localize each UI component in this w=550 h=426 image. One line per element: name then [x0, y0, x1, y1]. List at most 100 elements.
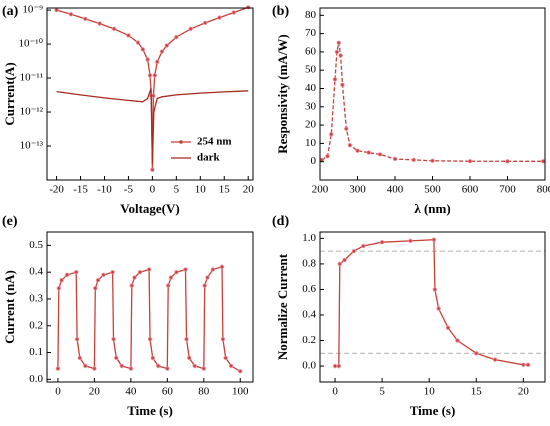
data-point [119, 363, 125, 369]
data-point [473, 350, 479, 356]
data-point [392, 156, 398, 162]
data-point [219, 264, 225, 270]
x-axis-label: Voltage(V) [120, 201, 179, 216]
y-tick-label: 0.5 [29, 239, 43, 251]
data-point [101, 272, 106, 278]
data-point [205, 275, 210, 280]
data-point [377, 151, 383, 157]
legend-marker [179, 140, 183, 144]
data-point [231, 10, 237, 15]
panel-label: (e) [2, 214, 18, 229]
y-axis-label: Current(A) [2, 62, 17, 125]
x-tick-label: 0 [332, 386, 338, 398]
data-point [245, 4, 251, 10]
data-point [237, 368, 243, 374]
data-point [95, 277, 101, 283]
legend-label: dark [197, 152, 221, 164]
data-point [132, 275, 137, 280]
x-tick-label: 600 [462, 184, 479, 196]
series-line [321, 42, 544, 162]
data-point [338, 53, 344, 58]
data-point [54, 7, 59, 13]
data-point [328, 131, 334, 137]
data-point [210, 267, 216, 272]
y-tick-label: 0.1 [29, 346, 43, 358]
x-tick-label: 5 [174, 184, 180, 196]
data-point [140, 46, 146, 52]
data-point [455, 338, 460, 343]
data-point [91, 366, 97, 372]
data-point [347, 142, 353, 148]
data-point [337, 261, 343, 267]
data-point [128, 366, 134, 372]
x-tick-label: 10 [424, 386, 436, 398]
data-point [432, 287, 438, 292]
x-axis-label: λ (nm) [414, 201, 450, 216]
x-tick-label: 200 [312, 184, 329, 196]
data-point [73, 269, 79, 275]
data-point [183, 267, 188, 272]
series-line [335, 239, 529, 367]
data-point [334, 49, 340, 55]
y-tick-label: 50 [305, 64, 317, 76]
plot-frame [46, 7, 254, 181]
data-point [202, 283, 208, 288]
data-point [407, 238, 413, 244]
series-line [57, 265, 241, 372]
data-point [319, 157, 325, 163]
data-point [111, 26, 117, 32]
y-tick-label: 0.8 [302, 257, 316, 269]
x-tick-label: 20 [243, 184, 255, 196]
y-tick-label: 30 [305, 100, 317, 112]
data-point [82, 16, 88, 22]
x-axis-label: Time (s) [410, 403, 456, 418]
data-point [202, 20, 208, 26]
data-point [135, 40, 141, 46]
data-point [332, 76, 338, 82]
x-tick-label: 10 [195, 184, 207, 196]
data-point [55, 366, 61, 372]
x-tick-label: 5 [379, 386, 385, 398]
data-point [228, 363, 234, 369]
data-point [165, 283, 171, 288]
x-tick-label: 40 [125, 386, 137, 398]
x-tick-label: -10 [97, 184, 112, 196]
data-point [540, 158, 546, 164]
series-line [56, 88, 249, 164]
y-tick-label: 0.2 [302, 334, 316, 346]
x-tick-label: 15 [219, 184, 231, 196]
data-point [431, 237, 437, 243]
data-point [129, 283, 135, 288]
data-point [355, 148, 360, 154]
data-point [351, 248, 357, 254]
plot-frame [319, 231, 546, 383]
x-tick-label: 100 [232, 386, 249, 398]
y-axis-label: Current (nA) [2, 270, 17, 344]
data-point [220, 336, 226, 342]
y-tick-label: 0.4 [29, 266, 43, 278]
data-point [64, 272, 70, 278]
data-point [336, 363, 342, 369]
data-point [145, 57, 151, 62]
x-tick-label: 400 [387, 184, 404, 196]
x-tick-label: 0 [150, 184, 156, 196]
data-point [436, 306, 442, 311]
data-point [343, 126, 349, 132]
data-point [59, 277, 64, 283]
y-tick-label: 0.4 [302, 309, 316, 321]
data-point [360, 243, 366, 249]
data-point [147, 336, 153, 342]
data-point [336, 40, 342, 46]
x-axis-label: Time (s) [127, 403, 173, 418]
x-tick-label: 80 [198, 386, 210, 398]
y-tick-label: 10⁻⁹ [22, 4, 43, 16]
y-tick-label: 10⁻¹⁰ [18, 38, 43, 50]
data-point [82, 363, 88, 369]
data-point [168, 275, 174, 280]
data-point [155, 363, 161, 369]
x-tick-label: 700 [499, 184, 516, 196]
data-point [149, 167, 155, 173]
data-point [192, 363, 198, 369]
y-tick-label: 0.2 [29, 319, 43, 331]
y-tick-label: 10⁻¹² [20, 106, 44, 118]
